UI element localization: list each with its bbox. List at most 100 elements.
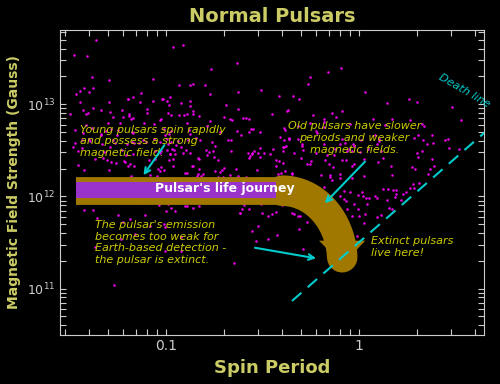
Point <box>316 172 324 178</box>
Point <box>145 157 153 163</box>
Point <box>144 110 152 116</box>
Point <box>91 243 99 250</box>
Point <box>256 129 264 136</box>
Point <box>86 89 94 96</box>
Point <box>76 99 84 105</box>
Point <box>197 172 205 179</box>
Point <box>256 154 264 160</box>
Point <box>424 171 432 177</box>
Point <box>258 175 266 181</box>
Point <box>186 131 194 137</box>
Point <box>420 122 428 129</box>
Point <box>353 233 361 239</box>
Point <box>106 144 114 150</box>
Point <box>362 195 370 201</box>
Point <box>206 91 214 97</box>
Point <box>186 150 194 156</box>
Point <box>142 139 150 145</box>
Point <box>320 157 328 163</box>
Point <box>85 136 93 142</box>
Point <box>136 99 143 105</box>
Point <box>211 143 219 149</box>
Point <box>157 116 165 122</box>
Point <box>202 147 209 153</box>
Point <box>114 127 122 133</box>
Point <box>85 176 93 182</box>
Point <box>264 236 272 242</box>
Point <box>78 137 86 143</box>
Point <box>227 148 235 154</box>
Point <box>282 182 290 188</box>
Point <box>189 164 197 170</box>
Point <box>122 189 130 195</box>
Point <box>307 158 315 164</box>
Point <box>189 108 197 114</box>
Point <box>272 162 280 169</box>
Point <box>249 199 257 205</box>
Point <box>295 226 303 232</box>
Point <box>134 200 142 206</box>
Point <box>135 141 143 147</box>
Point <box>157 164 165 170</box>
Point <box>226 116 234 122</box>
Point <box>108 114 116 120</box>
Point <box>136 89 144 96</box>
Point <box>170 43 177 50</box>
Point <box>388 187 396 193</box>
Point <box>204 197 212 203</box>
Text: Extinct pulsars
live here!: Extinct pulsars live here! <box>370 237 453 258</box>
Point <box>247 126 255 132</box>
Point <box>214 174 222 180</box>
Point <box>387 163 395 169</box>
Point <box>318 199 326 205</box>
Point <box>184 137 192 143</box>
Point <box>127 116 135 122</box>
Point <box>88 74 96 80</box>
Point <box>129 130 137 136</box>
Point <box>122 181 130 187</box>
Point <box>150 121 158 127</box>
Point <box>128 172 136 179</box>
Point <box>131 231 139 237</box>
Point <box>376 212 384 218</box>
Point <box>356 137 364 143</box>
Point <box>391 194 399 200</box>
Point <box>105 77 113 83</box>
Point <box>354 192 362 198</box>
Point <box>272 179 280 185</box>
Point <box>155 202 163 208</box>
Point <box>88 125 96 131</box>
Point <box>150 136 158 142</box>
Point <box>328 177 336 183</box>
Point <box>313 130 321 136</box>
Point <box>70 52 78 58</box>
Point <box>258 210 266 216</box>
Point <box>220 114 228 120</box>
Point <box>182 190 190 196</box>
Point <box>160 222 168 228</box>
Point <box>134 187 142 193</box>
Point <box>326 172 334 178</box>
Point <box>206 118 214 124</box>
Point <box>324 161 332 167</box>
Text: Death line: Death line <box>436 72 492 109</box>
Point <box>298 143 306 149</box>
Point <box>125 111 133 117</box>
Point <box>146 223 154 229</box>
Point <box>340 139 348 146</box>
Point <box>226 172 234 178</box>
Point <box>360 193 368 199</box>
Point <box>90 156 98 162</box>
Point <box>232 60 240 66</box>
Point <box>124 96 132 103</box>
Point <box>116 120 124 126</box>
Point <box>290 150 298 156</box>
Point <box>419 137 427 144</box>
Point <box>374 159 382 165</box>
Point <box>248 151 256 157</box>
Point <box>234 106 242 112</box>
Point <box>196 137 204 143</box>
Point <box>444 136 452 142</box>
Point <box>306 74 314 81</box>
Point <box>278 202 286 208</box>
